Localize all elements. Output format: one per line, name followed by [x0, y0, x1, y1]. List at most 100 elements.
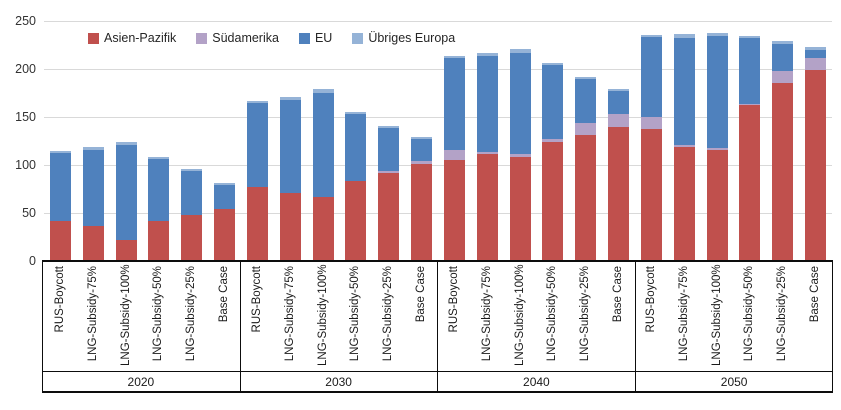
x-axis-year-label: 2050: [720, 375, 748, 389]
segment-eu: [542, 65, 564, 140]
segment-eu: [575, 78, 597, 123]
bar-2020-lng-subsidy-75-: [82, 146, 104, 261]
segment-eu: [805, 49, 827, 58]
segment-asien-pazifik: [509, 157, 531, 261]
x-axis-scenario-label: RUS-Boycott: [250, 266, 263, 333]
segment-asien-pazifik: [443, 160, 465, 261]
segment--briges-europa: [706, 32, 728, 37]
segment-asien-pazifik: [82, 226, 104, 261]
bar-2040-lng-subsidy-50-: [542, 63, 564, 261]
segment-asien-pazifik: [476, 154, 498, 261]
segment-asien-pazifik: [772, 83, 794, 261]
x-axis-scenario-label: LNG-Subsidy-100%: [119, 264, 132, 366]
x-axis-scenario-label: LNG-Subsidy-25%: [776, 266, 789, 362]
group-divider-line: [832, 261, 833, 392]
gridline-100: [44, 164, 832, 166]
segment-eu: [640, 37, 662, 118]
legend-label: Übriges Europa: [368, 31, 456, 45]
segment-asien-pazifik: [640, 129, 662, 261]
segment-s-damerika: [673, 144, 695, 147]
x-axis-scenario-label: LNG-Subsidy-25%: [185, 266, 198, 362]
legend-item-asien-pazifik: Asien-Pazifik: [88, 31, 176, 45]
segment-asien-pazifik: [673, 146, 695, 261]
segment-eu: [246, 102, 268, 188]
x-axis-scenario-label: LNG-Subsidy-75%: [677, 266, 690, 362]
bar-2030-lng-subsidy-25-: [378, 125, 400, 261]
segment-asien-pazifik: [608, 126, 630, 261]
segment-asien-pazifik: [378, 172, 400, 261]
segment-s-damerika: [476, 151, 498, 155]
segment--briges-europa: [509, 48, 531, 53]
segment-s-damerika: [706, 147, 728, 150]
bar-2040-base-case: [608, 89, 630, 261]
segment--briges-europa: [181, 168, 203, 171]
segment-s-damerika: [509, 154, 531, 158]
segment--briges-europa: [312, 89, 334, 94]
bar-2030-lng-subsidy-100-: [312, 89, 334, 261]
gridline-150: [44, 116, 832, 118]
segment--briges-europa: [378, 125, 400, 128]
x-axis-scenario-label: Base Case: [612, 266, 625, 323]
group-divider-line: [42, 261, 43, 392]
segment-eu: [411, 139, 433, 162]
legend-item-s-damerika: Südamerika: [196, 31, 279, 45]
segment--briges-europa: [608, 89, 630, 92]
x-axis-scenario-label: LNG-Subsidy-50%: [743, 266, 756, 362]
x-axis-year-label: 2020: [127, 375, 155, 389]
segment-s-damerika: [378, 170, 400, 173]
bar-2020-rus-boycott: [49, 150, 71, 261]
segment-eu: [706, 36, 728, 148]
x-axis-scenario-label: LNG-Subsidy-25%: [579, 266, 592, 362]
segment--briges-europa: [443, 55, 465, 58]
group-divider-line: [239, 261, 241, 392]
segment-asien-pazifik: [345, 181, 367, 261]
segment-eu: [673, 38, 695, 145]
segment-asien-pazifik: [49, 220, 71, 261]
legend-swatch-icon: [352, 32, 364, 44]
y-axis-tick-label: 100: [15, 158, 36, 172]
segment-eu: [181, 170, 203, 215]
axis-bottom-line: [42, 391, 833, 393]
bar-2040-rus-boycott: [443, 55, 465, 261]
segment--briges-europa: [805, 46, 827, 50]
bar-2040-lng-subsidy-25-: [575, 76, 597, 261]
segment-asien-pazifik: [411, 164, 433, 261]
bar-2050-lng-subsidy-75-: [673, 34, 695, 261]
legend-label: Südamerika: [212, 31, 279, 45]
segment--briges-europa: [411, 137, 433, 140]
bar-2050-rus-boycott: [640, 35, 662, 261]
segment-s-damerika: [640, 117, 662, 130]
segment-asien-pazifik: [542, 141, 564, 261]
bar-2020-base-case: [214, 183, 236, 261]
x-axis-scenario-label: LNG-Subsidy-100%: [513, 264, 526, 366]
group-divider-line: [634, 261, 636, 392]
bar-2050-lng-subsidy-25-: [772, 41, 794, 261]
segment-asien-pazifik: [181, 214, 203, 261]
x-axis-scenario-label: LNG-Subsidy-25%: [382, 266, 395, 362]
segment-eu: [115, 144, 137, 240]
segment-s-damerika: [805, 57, 827, 70]
x-axis-scenario-label: RUS-Boycott: [447, 266, 460, 333]
x-axis-scenario-label: LNG-Subsidy-50%: [349, 266, 362, 362]
segment--briges-europa: [739, 36, 761, 39]
segment-eu: [509, 52, 531, 155]
segment-s-damerika: [443, 149, 465, 161]
legend-item-eu: EU: [298, 31, 332, 45]
gridline-50: [44, 212, 832, 214]
bar-2040-lng-subsidy-75-: [476, 52, 498, 261]
segment-eu: [378, 127, 400, 171]
y-axis-tick-label: 150: [15, 110, 36, 124]
segment--briges-europa: [673, 34, 695, 39]
bar-2050-lng-subsidy-50-: [739, 36, 761, 261]
legend-swatch-icon: [88, 32, 99, 44]
segment--briges-europa: [49, 150, 71, 153]
segment-eu: [476, 55, 498, 152]
segment-asien-pazifik: [739, 105, 761, 261]
segment-s-damerika: [739, 103, 761, 106]
gridline-200: [44, 68, 832, 70]
legend-label: Asien-Pazifik: [104, 31, 177, 45]
segment-s-damerika: [772, 70, 794, 84]
x-axis-scenario-label: RUS-Boycott: [644, 266, 657, 333]
segment-eu: [739, 38, 761, 104]
